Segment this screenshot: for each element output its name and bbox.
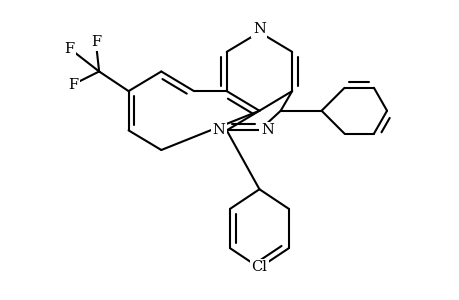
Text: N: N: [261, 123, 274, 137]
Text: F: F: [64, 42, 75, 56]
Text: F: F: [68, 78, 78, 92]
Text: N: N: [252, 22, 265, 36]
Text: F: F: [90, 35, 101, 49]
Text: Cl: Cl: [251, 260, 267, 274]
Text: N: N: [212, 123, 224, 137]
